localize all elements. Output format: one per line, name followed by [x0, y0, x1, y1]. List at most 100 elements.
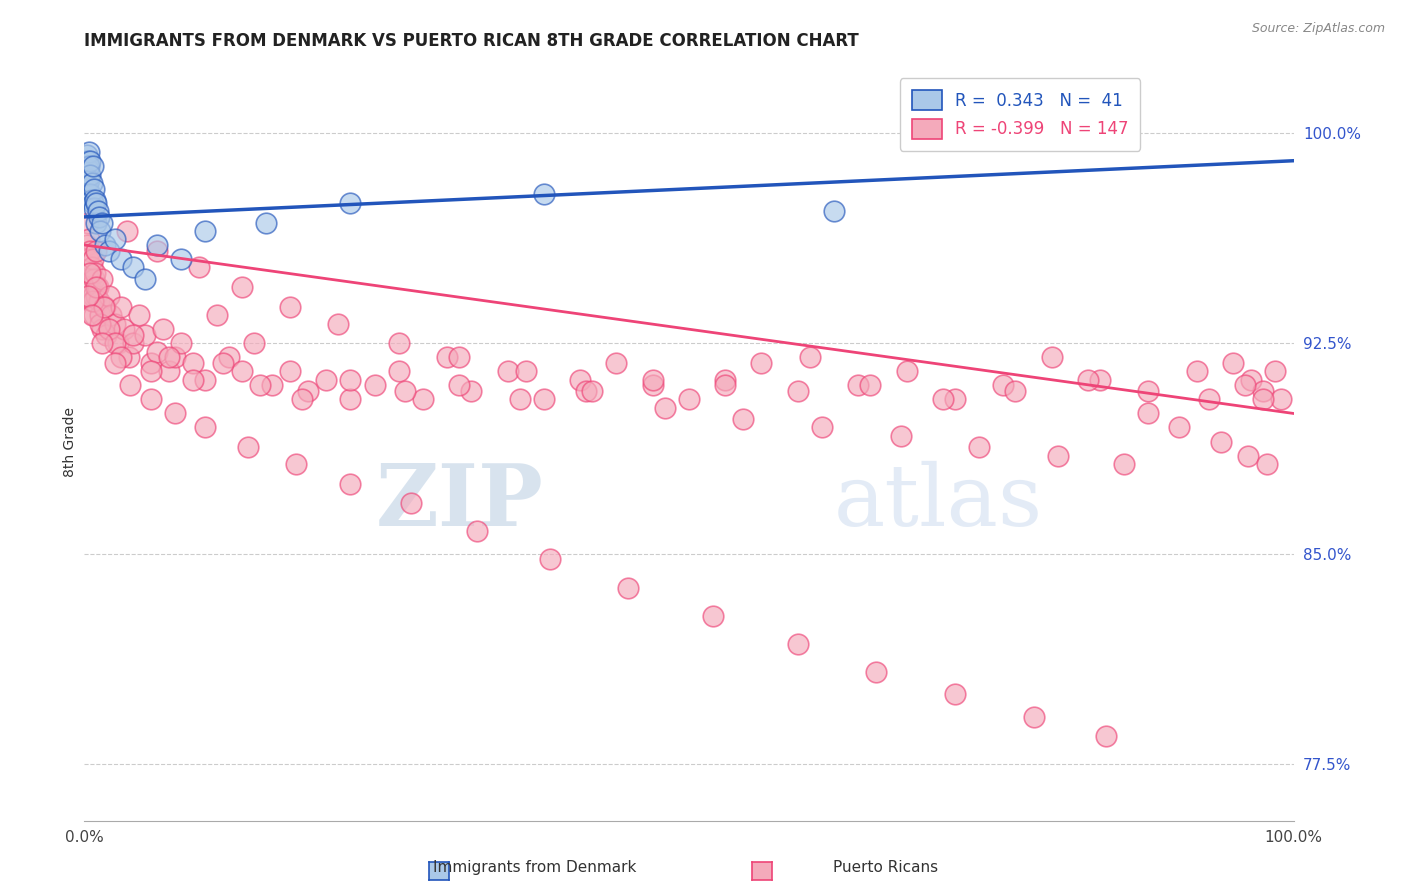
Point — [339, 476, 361, 491]
Point — [112, 322, 135, 336]
Point — [152, 322, 174, 336]
Point — [751, 356, 773, 370]
Point — [128, 308, 150, 322]
Point — [170, 252, 193, 266]
Y-axis label: 8th Grade: 8th Grade — [63, 407, 77, 476]
Point — [76, 159, 98, 173]
Point — [157, 351, 180, 365]
Point — [943, 687, 966, 701]
Point — [394, 384, 416, 398]
Point — [75, 153, 97, 168]
Point — [121, 260, 143, 275]
Point — [575, 384, 598, 398]
Point — [83, 308, 105, 322]
Point — [212, 356, 235, 370]
Point — [181, 356, 204, 370]
Point — [86, 288, 108, 302]
Point — [932, 392, 955, 407]
Point — [86, 244, 108, 258]
Point — [91, 336, 114, 351]
Point — [77, 215, 100, 229]
Point — [94, 238, 117, 252]
Point — [97, 244, 120, 258]
Point — [194, 224, 217, 238]
Text: Immigrants from Denmark: Immigrants from Denmark — [433, 861, 636, 875]
Point — [139, 356, 162, 370]
Point — [617, 581, 640, 595]
Point — [315, 373, 337, 387]
Point — [91, 215, 114, 229]
Point — [83, 182, 105, 196]
Point — [79, 280, 101, 294]
Point — [146, 244, 169, 258]
Point — [714, 373, 737, 387]
Point — [260, 378, 283, 392]
Point — [799, 351, 821, 365]
Point — [84, 193, 107, 207]
Point — [846, 378, 869, 392]
Point — [146, 344, 169, 359]
Point — [449, 378, 471, 392]
Point — [678, 392, 700, 407]
Point — [80, 193, 103, 207]
Point — [77, 232, 100, 246]
Point — [1167, 420, 1189, 434]
Point — [79, 266, 101, 280]
Point — [86, 280, 108, 294]
Point — [194, 420, 217, 434]
Point — [811, 420, 834, 434]
Point — [146, 238, 169, 252]
Point — [786, 384, 808, 398]
Point — [121, 327, 143, 342]
Point — [77, 159, 100, 173]
Point — [533, 187, 555, 202]
Point — [121, 336, 143, 351]
Point — [89, 224, 111, 238]
Point — [188, 260, 211, 275]
Point — [1040, 351, 1063, 365]
Point — [1137, 407, 1160, 421]
Point — [1022, 710, 1045, 724]
Point — [76, 238, 98, 252]
Point — [94, 327, 117, 342]
Point — [77, 182, 100, 196]
Point — [1088, 373, 1111, 387]
Point — [605, 356, 627, 370]
Point — [496, 364, 519, 378]
Point — [1198, 392, 1220, 407]
Point — [1234, 378, 1257, 392]
Point — [412, 392, 434, 407]
Point — [86, 280, 108, 294]
Point — [823, 204, 845, 219]
Point — [509, 392, 531, 407]
Point — [75, 168, 97, 182]
Point — [83, 202, 105, 216]
Point — [94, 300, 117, 314]
Point — [77, 288, 100, 302]
Point — [107, 336, 129, 351]
Point — [291, 392, 314, 407]
Point — [77, 173, 100, 187]
Point — [1209, 434, 1232, 449]
Text: IMMIGRANTS FROM DENMARK VS PUERTO RICAN 8TH GRADE CORRELATION CHART: IMMIGRANTS FROM DENMARK VS PUERTO RICAN … — [84, 32, 859, 50]
Point — [100, 308, 122, 322]
Point — [278, 364, 301, 378]
Point — [581, 384, 603, 398]
Point — [1046, 449, 1069, 463]
Point — [79, 244, 101, 258]
Point — [91, 271, 114, 285]
Point — [278, 300, 301, 314]
Point — [82, 159, 104, 173]
Point — [77, 153, 100, 168]
Point — [388, 336, 411, 351]
Point — [328, 317, 350, 331]
Point — [76, 148, 98, 162]
Point — [714, 378, 737, 392]
Point — [890, 429, 912, 443]
Point — [1114, 457, 1136, 471]
Point — [249, 378, 271, 392]
Point — [1270, 392, 1292, 407]
Text: atlas: atlas — [834, 460, 1043, 544]
Point — [363, 378, 385, 392]
Point — [339, 195, 361, 210]
